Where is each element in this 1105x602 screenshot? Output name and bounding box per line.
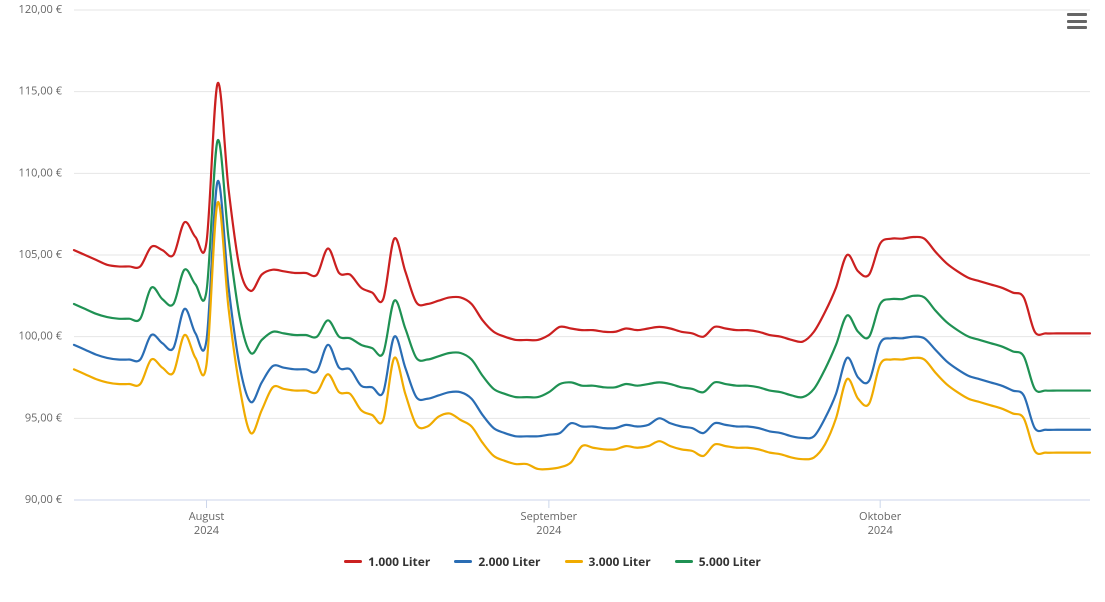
y-axis-label: 90,00 € [25, 492, 63, 507]
legend-label: 3.000 Liter [589, 553, 651, 570]
legend-item[interactable]: 1.000 Liter [344, 553, 430, 570]
legend-item[interactable]: 2.000 Liter [454, 553, 540, 570]
legend-swatch [454, 560, 472, 563]
x-axis-month-label: Oktober [859, 509, 902, 524]
legend-label: 1.000 Liter [368, 553, 430, 570]
x-axis-year-label: 2024 [868, 523, 894, 538]
chart-legend: 1.000 Liter 2.000 Liter 3.000 Liter 5.000 L… [0, 550, 1105, 570]
y-axis-label: 115,00 € [19, 84, 63, 99]
legend-swatch [565, 560, 583, 563]
x-axis-year-label: 2024 [194, 523, 220, 538]
legend-swatch [675, 560, 693, 563]
hamburger-menu-icon[interactable] [1065, 10, 1089, 32]
price-chart: 90,00 € 95,00 € 100,00 € 105,00 € 110,00 € 11… [0, 0, 1105, 602]
y-axis-label: 100,00 € [19, 329, 63, 344]
chart-plot-area: 90,00 € 95,00 € 100,00 € 105,00 € 110,00 € 11… [0, 0, 1105, 602]
series-line [74, 202, 1090, 469]
y-axis-label: 110,00 € [19, 165, 63, 180]
x-axis-year-label: 2024 [536, 523, 562, 538]
x-axis-month-label: September [521, 509, 578, 524]
legend-label: 2.000 Liter [478, 553, 540, 570]
legend-swatch [344, 560, 362, 563]
legend-item[interactable]: 3.000 Liter [565, 553, 651, 570]
legend-label: 5.000 Liter [699, 553, 761, 570]
y-axis-label: 95,00 € [25, 410, 63, 425]
legend-item[interactable]: 5.000 Liter [675, 553, 761, 570]
y-axis-label: 105,00 € [19, 247, 63, 262]
x-axis-month-label: August [189, 509, 225, 524]
y-axis-label: 120,00 € [19, 2, 63, 17]
